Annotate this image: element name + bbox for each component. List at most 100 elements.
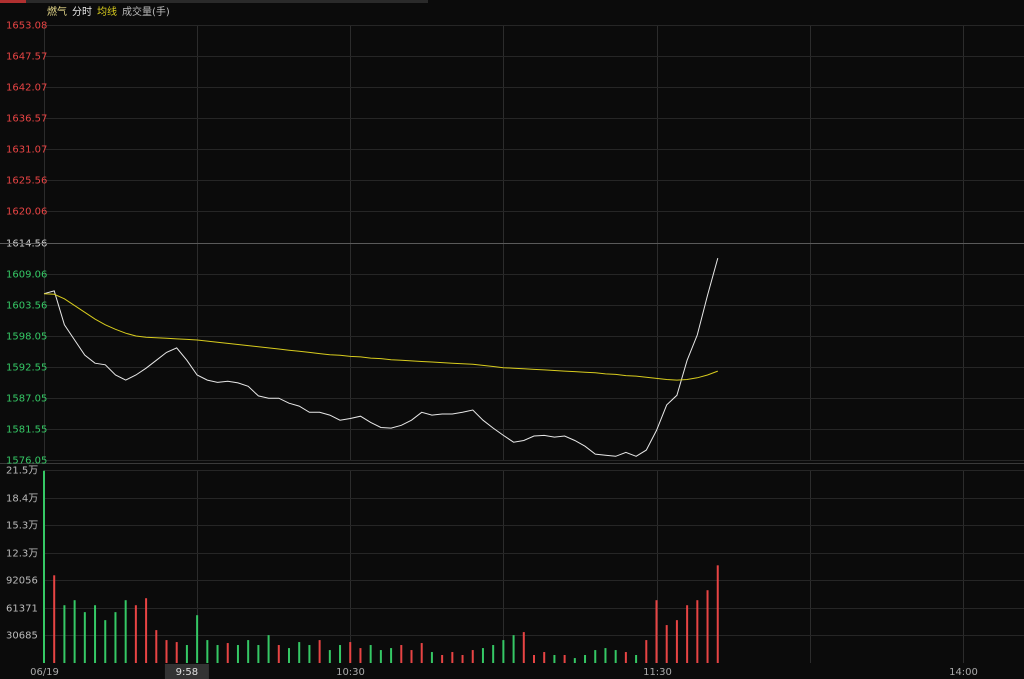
- volume-bar: [124, 600, 127, 663]
- tab-strip: [0, 0, 428, 3]
- y-tick-label: 1653.08: [6, 21, 47, 32]
- y-tick-label: 1598.05: [6, 332, 47, 343]
- volume-bar: [339, 645, 342, 663]
- volume-bar: [236, 645, 239, 663]
- volume-bar: [247, 640, 250, 663]
- y-tick-label: 1581.55: [6, 425, 47, 436]
- y-tick-label: 15.3万: [6, 521, 38, 532]
- volume-bar: [114, 612, 117, 663]
- volume-bar: [53, 575, 56, 663]
- volume-bar: [686, 605, 689, 663]
- volume-bar: [318, 640, 321, 663]
- y-tick-label: 12.3万: [6, 549, 38, 560]
- volume-bar: [471, 650, 474, 663]
- legend-avg: 均线: [97, 5, 117, 18]
- volume-bar: [533, 655, 535, 663]
- y-tick-label: 1576.05: [6, 456, 47, 467]
- volume-bar: [655, 600, 658, 663]
- cursor-label: 9:58: [176, 667, 198, 678]
- volume-bar: [624, 652, 627, 663]
- volume-bar: [216, 645, 219, 663]
- volume-bar: [594, 650, 597, 663]
- cursor-box: [164, 664, 209, 679]
- y-tick-label: 1642.07: [6, 83, 47, 94]
- volume-bar: [63, 605, 66, 663]
- x-tick-label: 11:30: [643, 667, 672, 678]
- volume-bar: [369, 645, 372, 663]
- stock-name: 燃气: [47, 5, 67, 18]
- volume-bar: [553, 655, 556, 663]
- volume-bar: [400, 645, 403, 663]
- y-tick-label: 61371: [6, 604, 38, 615]
- volume-bar: [288, 648, 290, 663]
- volume-bar: [298, 642, 301, 663]
- volume-title: 成交量(手): [122, 5, 170, 18]
- volume-bar: [481, 648, 484, 663]
- volume-bar: [328, 650, 331, 663]
- volume-bar: [512, 635, 515, 663]
- volume-bar: [206, 640, 209, 663]
- volume-bar: [584, 655, 587, 663]
- y-tick-label: 1609.06: [6, 270, 47, 281]
- volume-bar: [175, 642, 178, 663]
- volume-bar: [94, 605, 97, 663]
- volume-bar: [430, 652, 433, 663]
- volume-bar: [349, 642, 352, 663]
- volume-bar: [257, 645, 260, 663]
- volume-bar: [390, 648, 393, 663]
- y-tick-label: 1587.05: [6, 394, 47, 405]
- volume-bar: [675, 620, 678, 663]
- price-line: [43, 293, 718, 381]
- volume-bar: [277, 645, 280, 663]
- y-tick-label: 1620.06: [6, 207, 47, 218]
- volume-bar: [543, 652, 546, 663]
- x-tick-label: 10:30: [336, 667, 365, 678]
- volume-bar: [226, 643, 229, 663]
- volume-bar: [410, 650, 413, 663]
- y-tick-label: 30685: [6, 631, 38, 642]
- x-tick-label: 06/19: [30, 667, 59, 678]
- volume-bar: [441, 655, 444, 663]
- volume-bar: [73, 600, 76, 663]
- volume-bar: [665, 625, 668, 663]
- y-tick-label: 21.5万: [6, 466, 38, 477]
- volume-bar: [502, 640, 505, 663]
- y-tick-label: 1603.56: [6, 301, 47, 312]
- volume-bar: [563, 655, 566, 663]
- volume-bar: [696, 600, 699, 663]
- volume-bar: [267, 635, 270, 663]
- volume-bar: [104, 620, 107, 663]
- volume-bar: [308, 645, 311, 663]
- volume-bar: [83, 612, 86, 663]
- volume-bar: [461, 655, 464, 663]
- y-tick-label: 92056: [6, 576, 38, 587]
- volume-bar: [134, 605, 137, 663]
- volume-bar: [185, 645, 188, 663]
- volume-bar: [165, 640, 168, 663]
- volume-bar: [145, 598, 148, 663]
- volume-bar: [645, 640, 648, 663]
- volume-bar: [43, 470, 45, 663]
- volume-bar: [451, 652, 454, 663]
- volume-bar: [522, 632, 525, 663]
- volume-bar: [196, 615, 199, 663]
- y-tick-label: 1592.55: [6, 363, 47, 374]
- volume-bar: [155, 630, 158, 663]
- volume-bar: [716, 565, 719, 663]
- volume-bar: [614, 650, 617, 663]
- y-tick-label: 1631.07: [6, 145, 47, 156]
- y-tick-label: 1647.57: [6, 52, 47, 63]
- price-line: [43, 257, 719, 457]
- volume-bar: [379, 650, 382, 663]
- volume-bar: [492, 645, 495, 663]
- legend-line: 分时: [72, 6, 92, 18]
- volume-bar: [573, 658, 576, 663]
- volume-bar: [635, 655, 638, 663]
- volume-bar: [706, 590, 709, 663]
- y-tick-label: 18.4万: [6, 494, 38, 505]
- volume-bar: [420, 643, 423, 663]
- x-tick-label: 14:00: [949, 667, 978, 678]
